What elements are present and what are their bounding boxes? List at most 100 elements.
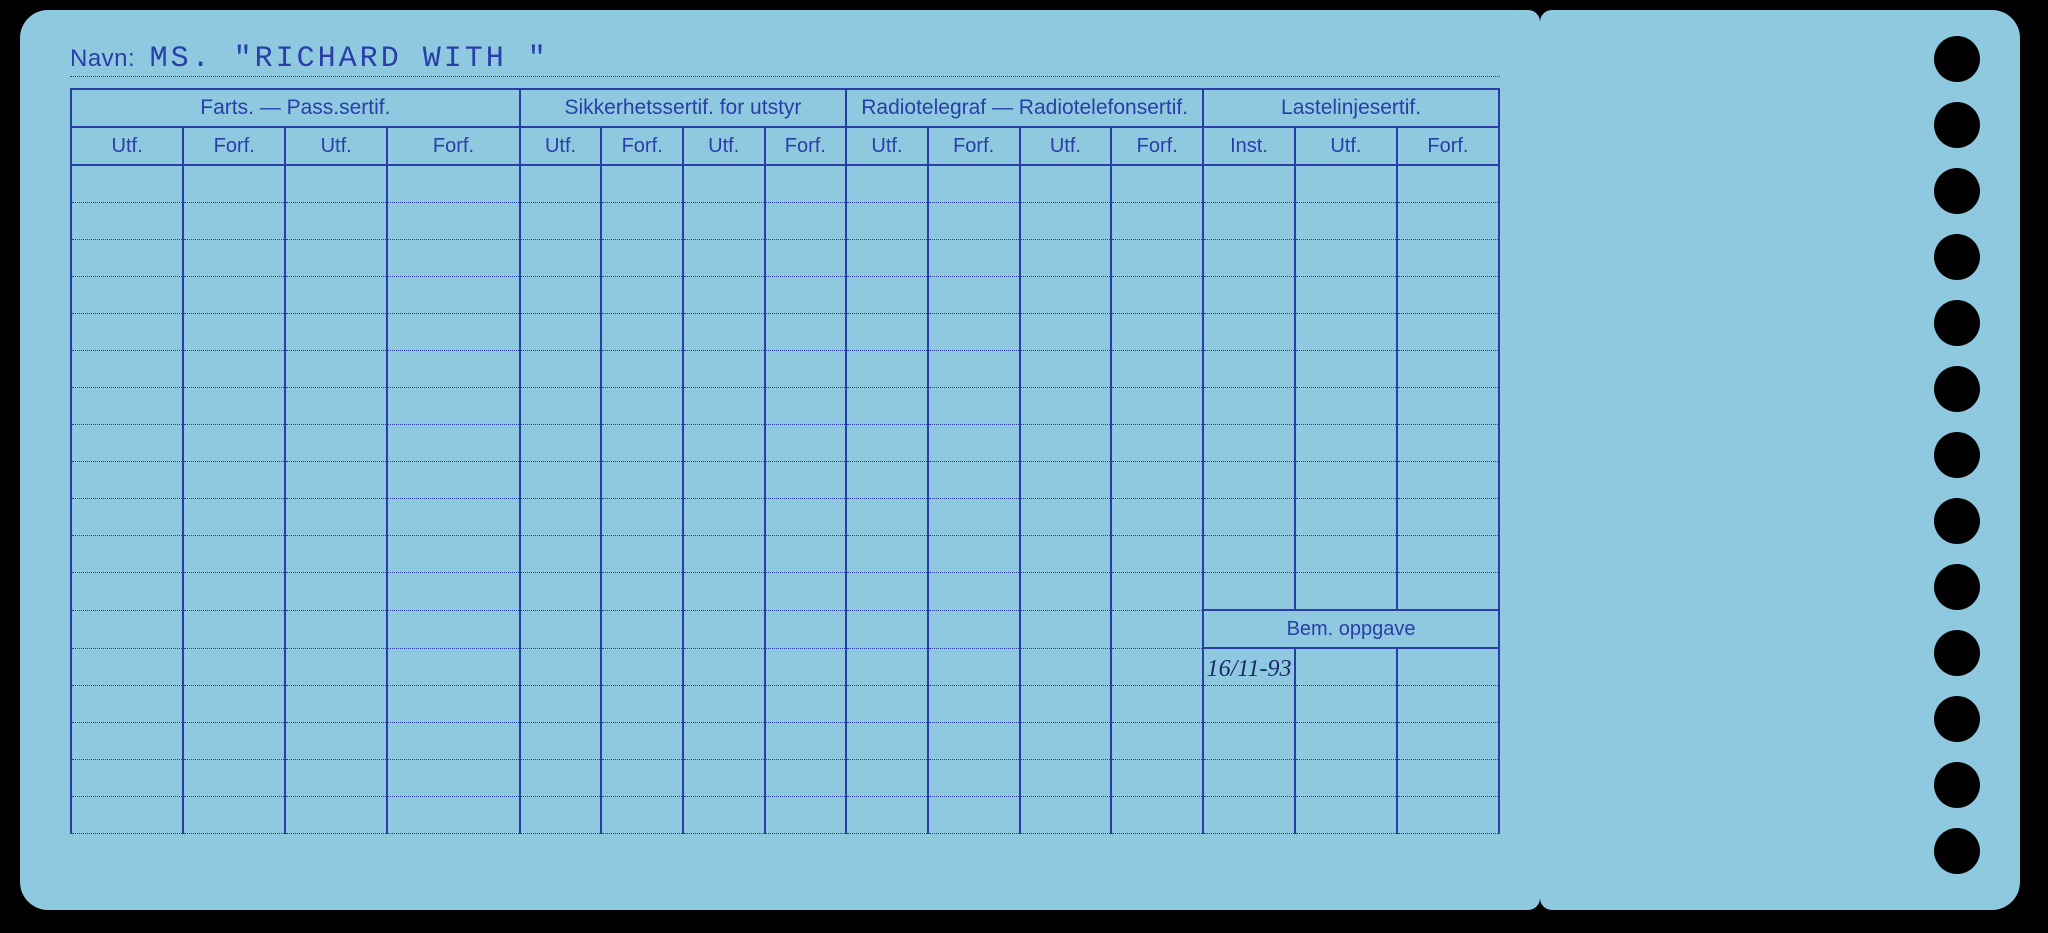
table-cell — [1295, 686, 1397, 723]
table-cell — [846, 203, 928, 240]
table-cell — [601, 760, 683, 797]
table-cell — [1111, 536, 1203, 573]
table-cell — [1111, 388, 1203, 425]
table-cell — [71, 388, 183, 425]
table-cell — [928, 760, 1020, 797]
table-row — [71, 314, 1499, 351]
table-cell — [1020, 203, 1112, 240]
table-cell — [765, 723, 847, 760]
table-cell — [1203, 797, 1295, 834]
table-cell — [183, 351, 285, 388]
table-cell — [765, 203, 847, 240]
table-body: Bem. oppgave16/11-93 — [71, 165, 1499, 834]
table-cell — [285, 499, 387, 536]
table-cell — [1111, 723, 1203, 760]
table-cell — [71, 686, 183, 723]
table-cell — [1397, 462, 1499, 499]
table-cell — [71, 165, 183, 203]
table-cell — [1111, 760, 1203, 797]
table-row — [71, 351, 1499, 388]
table-row — [71, 686, 1499, 723]
punch-hole — [1934, 498, 1980, 544]
table-cell — [1295, 314, 1397, 351]
table-cell — [183, 165, 285, 203]
table-cell — [1020, 499, 1112, 536]
table-cell — [183, 723, 285, 760]
name-line: Navn: MS. "RICHARD WITH " — [70, 42, 1500, 77]
table-cell — [285, 723, 387, 760]
table-cell — [1397, 388, 1499, 425]
table-cell — [601, 388, 683, 425]
table-cell — [765, 240, 847, 277]
table-cell — [183, 797, 285, 834]
table-cell — [1397, 499, 1499, 536]
table-cell — [928, 425, 1020, 462]
table-cell — [285, 425, 387, 462]
table-cell — [683, 277, 765, 314]
table-group-header-row: Farts. — Pass.sertif.Sikkerhetssertif. f… — [71, 89, 1499, 127]
table-cell — [928, 686, 1020, 723]
table-cell — [601, 499, 683, 536]
table-cell — [765, 797, 847, 834]
table-cell — [1295, 499, 1397, 536]
table-cell — [1203, 573, 1295, 611]
table-cell — [520, 425, 602, 462]
table-cell — [601, 314, 683, 351]
table-cell — [1397, 536, 1499, 573]
table-cell — [928, 573, 1020, 611]
table-cell — [1203, 686, 1295, 723]
table-cell — [520, 610, 602, 648]
table-cell — [1111, 314, 1203, 351]
table-cell — [71, 277, 183, 314]
table-cell — [683, 797, 765, 834]
table-cell: 16/11-93 — [1203, 648, 1295, 686]
table-cell — [1203, 314, 1295, 351]
table-cell — [1020, 314, 1112, 351]
table-cell — [71, 536, 183, 573]
table-cell — [1020, 277, 1112, 314]
table-cell — [520, 203, 602, 240]
table-row — [71, 165, 1499, 203]
table-cell — [387, 499, 520, 536]
table-cell — [928, 499, 1020, 536]
table-cell — [1397, 314, 1499, 351]
table-cell — [285, 573, 387, 611]
table-cell — [1397, 573, 1499, 611]
table-cell — [846, 388, 928, 425]
table-cell — [1111, 648, 1203, 686]
table-cell — [1295, 797, 1397, 834]
table-cell — [71, 314, 183, 351]
table-cell — [285, 314, 387, 351]
table-cell — [683, 203, 765, 240]
table-cell — [1111, 499, 1203, 536]
table-cell — [183, 277, 285, 314]
punch-hole — [1934, 168, 1980, 214]
punch-hole — [1934, 366, 1980, 412]
table-cell — [601, 648, 683, 686]
table-cell — [1203, 240, 1295, 277]
table-cell — [520, 573, 602, 611]
table-cell — [765, 536, 847, 573]
table-cell — [183, 573, 285, 611]
table-cell — [928, 797, 1020, 834]
table-cell — [387, 723, 520, 760]
table-row — [71, 203, 1499, 240]
table-cell — [183, 648, 285, 686]
column-header: Forf. — [1397, 127, 1499, 165]
table-cell — [1295, 351, 1397, 388]
table-cell — [928, 648, 1020, 686]
punch-strip — [1540, 10, 2020, 910]
table-cell — [928, 388, 1020, 425]
column-header: Utf. — [71, 127, 183, 165]
table-cell — [387, 314, 520, 351]
table-cell — [520, 462, 602, 499]
table-cell — [71, 760, 183, 797]
table-cell — [1203, 462, 1295, 499]
table-row — [71, 573, 1499, 611]
table-cell — [1397, 797, 1499, 834]
table-cell — [1397, 165, 1499, 203]
table-cell — [601, 610, 683, 648]
table-cell — [683, 499, 765, 536]
table-cell — [520, 723, 602, 760]
column-header: Forf. — [387, 127, 520, 165]
